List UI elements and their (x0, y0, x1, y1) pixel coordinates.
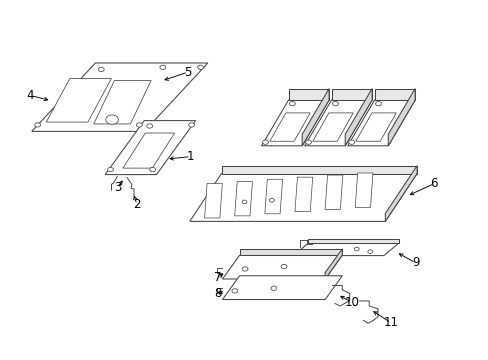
Polygon shape (294, 177, 312, 212)
Polygon shape (239, 249, 342, 255)
Text: 10: 10 (344, 296, 359, 309)
Circle shape (107, 167, 113, 172)
Polygon shape (312, 113, 352, 141)
Text: 7: 7 (213, 271, 221, 284)
Polygon shape (261, 100, 328, 146)
Circle shape (98, 67, 104, 72)
Polygon shape (222, 276, 342, 300)
Circle shape (353, 247, 358, 251)
Polygon shape (293, 243, 398, 256)
Polygon shape (234, 181, 252, 216)
Circle shape (35, 123, 41, 127)
Polygon shape (347, 100, 414, 146)
Polygon shape (354, 173, 372, 207)
Circle shape (270, 286, 276, 291)
Text: 6: 6 (429, 177, 437, 190)
Text: 9: 9 (411, 256, 419, 269)
Polygon shape (105, 121, 195, 175)
Circle shape (348, 140, 354, 144)
Circle shape (105, 115, 118, 124)
Circle shape (188, 123, 194, 127)
Polygon shape (288, 89, 328, 100)
Text: 5: 5 (184, 66, 192, 78)
Circle shape (231, 289, 237, 293)
Polygon shape (32, 63, 207, 131)
Circle shape (242, 200, 246, 204)
Circle shape (281, 264, 286, 269)
Polygon shape (264, 179, 282, 214)
Text: 11: 11 (383, 316, 398, 329)
Polygon shape (122, 133, 174, 168)
Text: 4: 4 (26, 89, 34, 102)
Polygon shape (325, 175, 342, 210)
Text: 8: 8 (213, 287, 221, 300)
Polygon shape (331, 89, 371, 100)
Polygon shape (204, 184, 222, 218)
Polygon shape (94, 80, 151, 124)
Circle shape (242, 267, 247, 271)
Circle shape (160, 65, 165, 69)
Polygon shape (374, 89, 414, 100)
Polygon shape (189, 174, 416, 221)
Circle shape (367, 250, 372, 253)
Polygon shape (385, 166, 416, 221)
Polygon shape (307, 239, 398, 243)
Polygon shape (269, 113, 309, 141)
Circle shape (197, 65, 203, 69)
Circle shape (332, 102, 338, 106)
Circle shape (136, 123, 142, 127)
Circle shape (289, 102, 295, 106)
Polygon shape (304, 100, 371, 146)
Circle shape (305, 140, 311, 144)
Text: 1: 1 (186, 150, 194, 163)
Polygon shape (221, 166, 416, 174)
Polygon shape (302, 89, 328, 146)
Polygon shape (345, 89, 371, 146)
Text: 2: 2 (133, 198, 141, 211)
Circle shape (146, 124, 152, 128)
Polygon shape (46, 78, 111, 122)
Circle shape (269, 198, 274, 202)
Circle shape (149, 167, 155, 172)
Circle shape (262, 140, 268, 144)
Polygon shape (222, 255, 342, 279)
Polygon shape (325, 249, 342, 279)
Circle shape (375, 102, 381, 106)
Polygon shape (355, 113, 395, 141)
Polygon shape (387, 89, 414, 146)
Text: 3: 3 (113, 181, 121, 194)
